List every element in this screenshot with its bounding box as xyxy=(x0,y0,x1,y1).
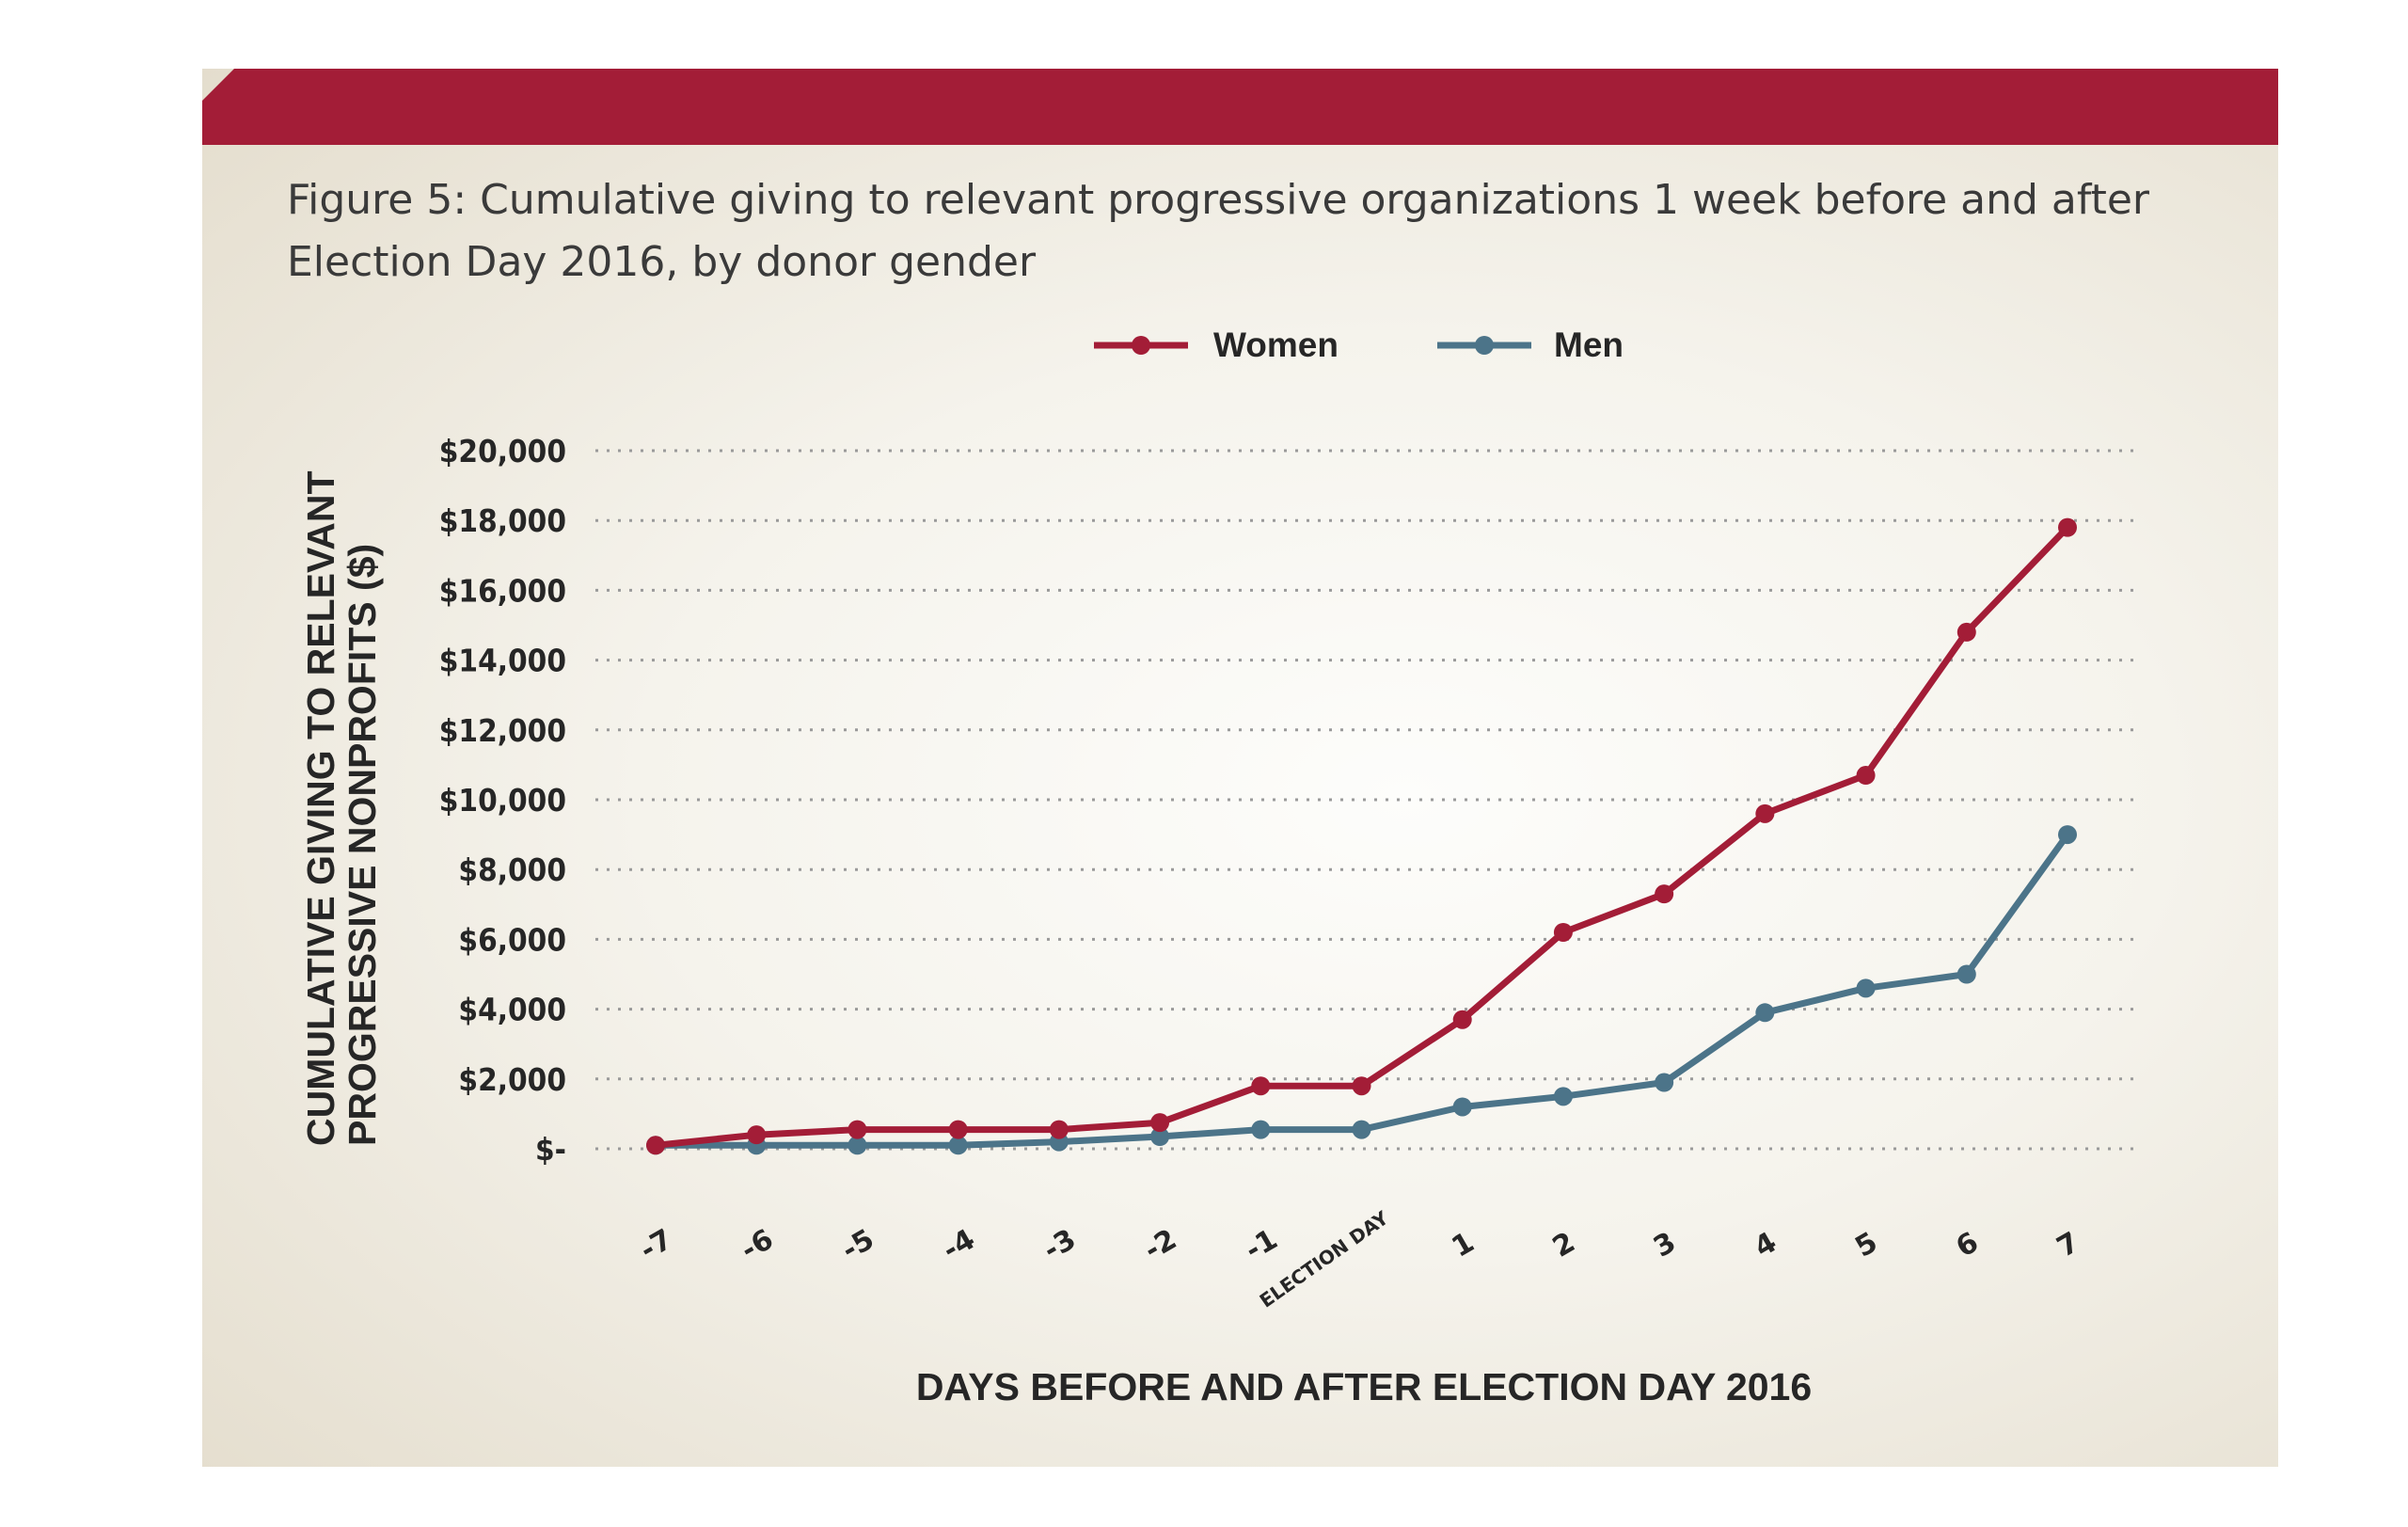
x-tick-label: -6 xyxy=(736,1223,779,1267)
women-point xyxy=(646,1136,665,1155)
women-point xyxy=(1956,622,1976,642)
women-point xyxy=(1856,766,1876,786)
figure-title: Figure 5: Cumulative giving to relevant … xyxy=(287,176,2150,286)
women-point xyxy=(1352,1076,1371,1096)
legend-item-women: Women xyxy=(1094,326,1339,364)
legend-women-label: Women xyxy=(1213,326,1339,364)
x-tick-label: 3 xyxy=(1648,1226,1682,1265)
women-point xyxy=(1049,1120,1069,1139)
men-point xyxy=(1150,1127,1170,1147)
y-tick-label: $6,000 xyxy=(458,921,566,958)
series-women xyxy=(646,517,2077,1155)
men-point xyxy=(1553,1087,1573,1106)
y-tick-label: $- xyxy=(535,1131,566,1168)
men-point xyxy=(1452,1097,1472,1117)
men-point xyxy=(2058,825,2077,845)
y-axis-title: CUMULATIVE GIVING TO RELEVANT PROGRESSIV… xyxy=(299,470,384,1146)
x-tick-label: 2 xyxy=(1547,1226,1581,1265)
legend-men-label: Men xyxy=(1554,326,1624,364)
men-point xyxy=(1352,1120,1371,1139)
series xyxy=(646,517,2077,1155)
legend-item-men: Men xyxy=(1437,326,1624,364)
y-tick-label: $12,000 xyxy=(439,712,566,749)
y-tick-label: $20,000 xyxy=(439,433,566,469)
series-men xyxy=(646,825,2077,1155)
chart-card-background xyxy=(202,69,2278,1467)
y-axis-ticks: $- $2,000 $4,000 $6,000 $8,000 $10,000 $12,000… xyxy=(439,433,566,1168)
x-tick-label: 6 xyxy=(1951,1226,1985,1265)
legend-women-marker xyxy=(1132,336,1150,355)
x-tick-label: ELECTION DAY xyxy=(1256,1206,1393,1312)
men-point xyxy=(848,1136,867,1155)
women-point xyxy=(1150,1113,1170,1133)
x-tick-label: -2 xyxy=(1139,1223,1182,1267)
women-point xyxy=(1251,1076,1271,1096)
women-point xyxy=(747,1125,767,1145)
y-tick-label: $2,000 xyxy=(458,1061,566,1098)
women-point xyxy=(1655,884,1674,904)
y-axis-title-line-1: CUMULATIVE GIVING TO RELEVANT xyxy=(299,470,342,1146)
y-tick-label: $16,000 xyxy=(439,572,566,609)
x-tick-label: -3 xyxy=(1038,1223,1081,1267)
x-tick-label: 5 xyxy=(1850,1226,1884,1265)
y-tick-label: $14,000 xyxy=(439,643,566,679)
women-point xyxy=(1755,803,1775,823)
card-banner xyxy=(202,69,2278,145)
y-tick-label: $8,000 xyxy=(458,851,566,888)
women-point xyxy=(848,1120,867,1139)
x-tick-label: 7 xyxy=(2052,1226,2085,1265)
men-point xyxy=(1856,978,1876,998)
men-point xyxy=(1755,1003,1775,1023)
legend: Women Men xyxy=(1094,326,1624,364)
women-point xyxy=(2058,517,2077,537)
men-point xyxy=(1251,1120,1271,1139)
x-tick-label: 4 xyxy=(1749,1226,1782,1265)
x-tick-label: 1 xyxy=(1447,1226,1481,1265)
y-tick-label: $4,000 xyxy=(458,992,566,1028)
y-tick-label: $10,000 xyxy=(439,782,566,819)
women-point xyxy=(1553,922,1573,942)
x-tick-label: -5 xyxy=(836,1223,879,1267)
women-point xyxy=(948,1120,968,1139)
men-point xyxy=(948,1136,968,1155)
men-point xyxy=(1956,964,1976,984)
legend-men-marker xyxy=(1475,336,1494,355)
gridlines xyxy=(595,449,2135,1151)
x-tick-label: -7 xyxy=(635,1223,678,1267)
men-line xyxy=(652,831,2071,1149)
x-tick-label: -1 xyxy=(1240,1223,1283,1267)
x-axis-title: DAYS BEFORE AND AFTER ELECTION DAY 2016 xyxy=(916,1365,1812,1408)
women-line xyxy=(652,524,2071,1149)
y-axis-title-line-2: PROGRESSIVE NONPROFITS ($) xyxy=(341,544,384,1146)
women-point xyxy=(1452,1010,1472,1029)
x-tick-label: -4 xyxy=(937,1223,980,1267)
men-point xyxy=(1655,1073,1674,1092)
y-tick-label: $18,000 xyxy=(439,502,566,539)
